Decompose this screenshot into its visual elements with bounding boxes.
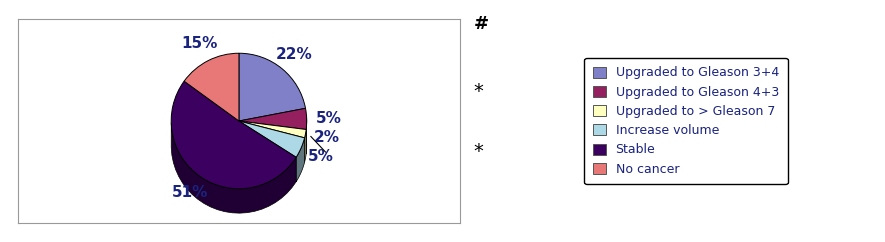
Text: *: * — [473, 82, 483, 101]
Text: #: # — [473, 15, 489, 33]
Wedge shape — [239, 121, 306, 138]
Wedge shape — [239, 53, 305, 121]
Polygon shape — [171, 123, 296, 213]
Text: *: * — [473, 142, 483, 161]
Text: 5%: 5% — [308, 149, 334, 164]
Text: 51%: 51% — [172, 185, 208, 200]
Wedge shape — [171, 81, 296, 189]
Wedge shape — [239, 121, 304, 157]
Text: 5%: 5% — [315, 111, 342, 126]
Wedge shape — [184, 53, 239, 121]
Wedge shape — [239, 108, 307, 129]
Polygon shape — [304, 129, 306, 162]
Polygon shape — [296, 138, 304, 182]
Legend: Upgraded to Gleason 3+4, Upgraded to Gleason 4+3, Upgraded to > Gleason 7, Incre: Upgraded to Gleason 3+4, Upgraded to Gle… — [584, 58, 788, 184]
Text: 22%: 22% — [276, 47, 312, 62]
Text: 2%: 2% — [314, 130, 340, 145]
Text: 15%: 15% — [181, 36, 218, 51]
